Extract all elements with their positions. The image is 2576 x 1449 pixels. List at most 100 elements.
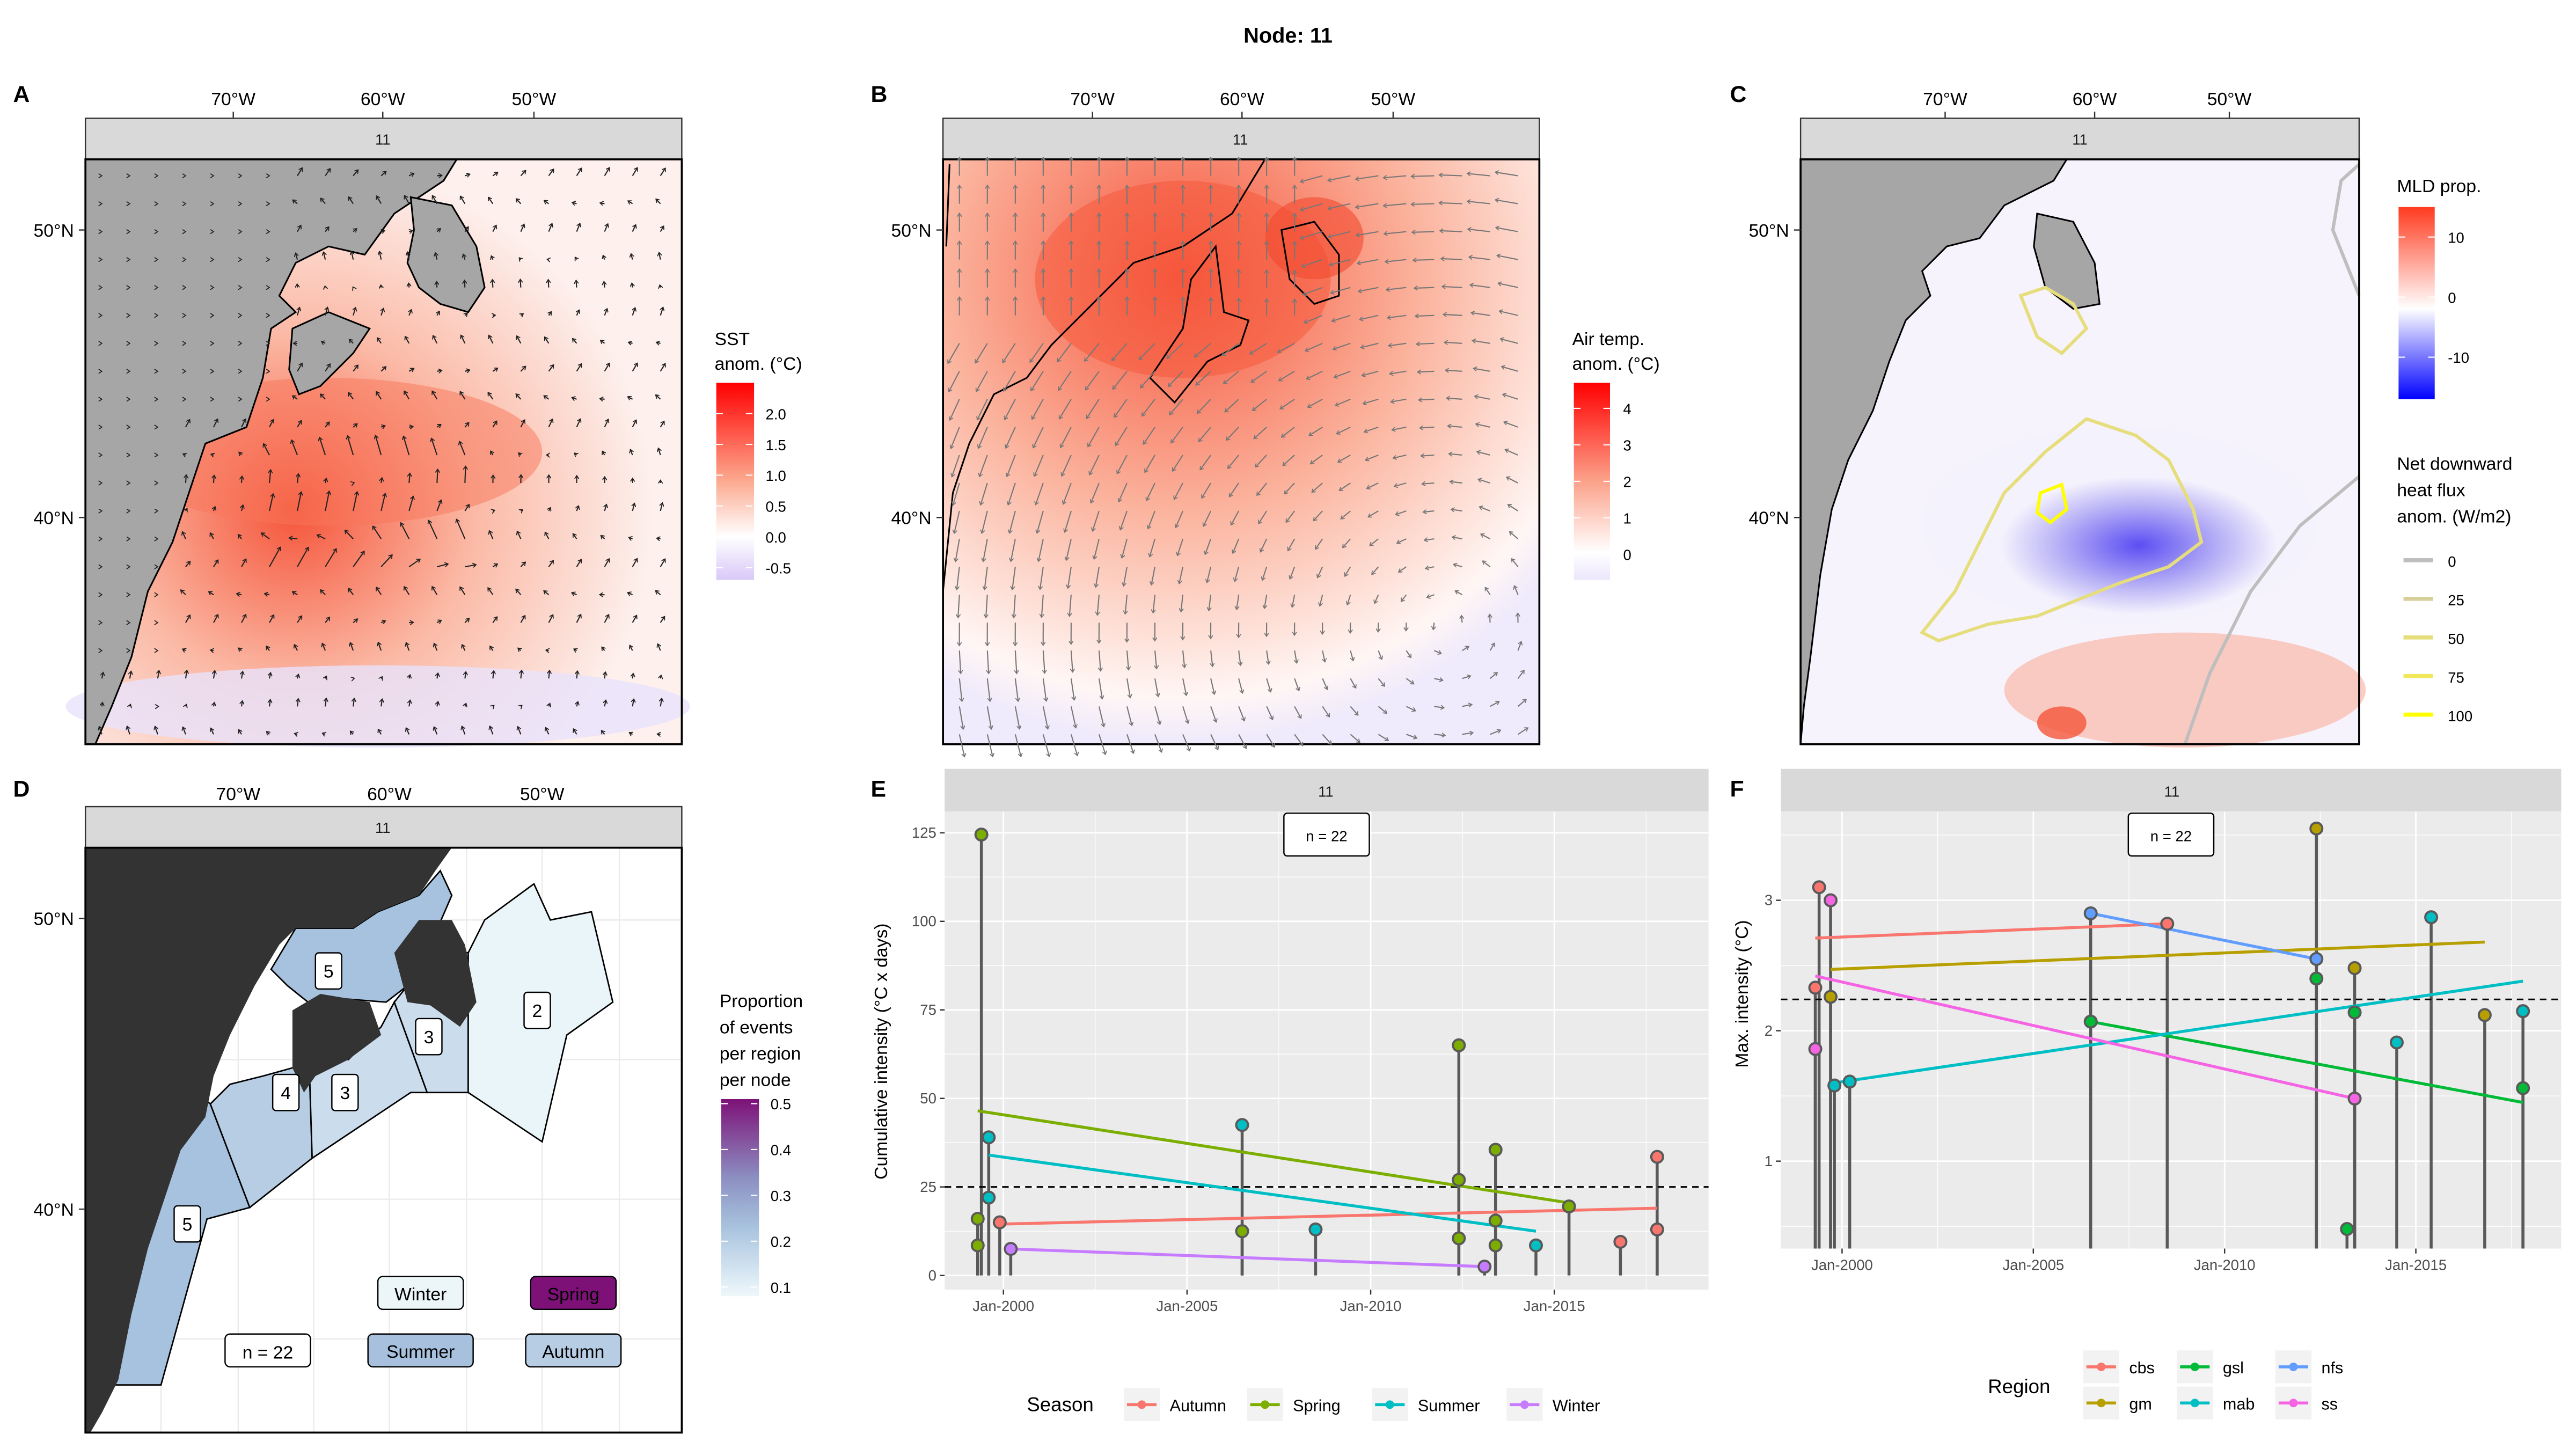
vector-arrow — [1292, 594, 1296, 607]
vector-arrow — [1418, 399, 1435, 400]
vector-arrow — [1171, 427, 1183, 443]
vector-arrow — [1210, 706, 1216, 722]
vector-arrow — [1098, 734, 1106, 755]
vector-arrow — [521, 705, 522, 706]
vector-arrow — [660, 168, 665, 177]
vector-arrow — [548, 224, 552, 232]
colorbar-d — [721, 1099, 759, 1297]
vector-arrow — [1448, 426, 1462, 427]
heat-flux-contour-75 — [2035, 482, 2069, 525]
vector-arrow — [953, 482, 960, 505]
vector-arrow — [376, 392, 382, 400]
vector-arrow — [1176, 510, 1184, 528]
y-tick-label: 75 — [920, 1001, 936, 1018]
vector-arrow — [1288, 538, 1296, 551]
vector-arrow — [1433, 623, 1435, 630]
vector-arrow — [378, 642, 382, 651]
legend-label-mab: mab — [2223, 1395, 2255, 1414]
vector-arrow — [291, 440, 298, 456]
vector-arrow — [353, 170, 358, 177]
vector-arrow — [661, 308, 663, 316]
vector-arrow — [1254, 427, 1267, 439]
vector-arrow — [1427, 595, 1435, 597]
vector-arrow — [1125, 595, 1127, 614]
x-tick-label: Jan-2010 — [1340, 1298, 1402, 1314]
vector-arrow — [1002, 343, 1016, 363]
vector-arrow — [435, 253, 437, 260]
vector-arrow — [465, 313, 467, 315]
vector-arrow — [1057, 343, 1072, 362]
panel-a: A 70°W 60°W 50°W 11 50°N 40°N SST anom. … — [13, 82, 802, 748]
y-tick-label: 50 — [920, 1090, 936, 1107]
vector-arrow — [1347, 594, 1351, 605]
y-tick-label: 0 — [928, 1267, 936, 1284]
vector-arrow — [185, 420, 190, 428]
panel-label-c: C — [1730, 82, 1746, 107]
vector-arrow — [1181, 595, 1183, 612]
colorbar-tick-label: 1.5 — [766, 437, 786, 453]
vector-arrow — [1210, 678, 1214, 694]
vector-arrow — [213, 560, 219, 567]
vector-arrow — [1481, 534, 1491, 540]
vector-arrow — [1040, 566, 1044, 589]
wind-vectors-b — [948, 157, 1528, 757]
vector-arrow — [437, 311, 439, 316]
vector-arrow — [1401, 594, 1407, 602]
vector-arrow — [661, 503, 663, 511]
n-label-box — [2127, 813, 2215, 857]
vector-arrow — [658, 644, 661, 651]
vector-arrow — [185, 561, 190, 567]
point-mab — [2516, 1004, 2530, 1019]
vector-arrow — [656, 591, 661, 595]
point-autumn — [1650, 1150, 1664, 1164]
vector-arrow — [181, 590, 186, 595]
legend-key-point — [2097, 1399, 2106, 1408]
vector-arrow — [1085, 343, 1100, 361]
vector-arrow — [1356, 203, 1379, 208]
point-spring — [1235, 1224, 1249, 1239]
panel-label-a: A — [13, 82, 30, 107]
vector-arrow — [1505, 450, 1518, 456]
n-label: n = 22 — [1306, 828, 1347, 844]
vector-arrow — [548, 365, 553, 372]
x-tick-label: Jan-2015 — [1524, 1298, 1585, 1314]
vector-arrow — [548, 419, 552, 428]
vector-arrow — [545, 337, 550, 344]
vector-arrow — [604, 363, 610, 372]
y-tick-label: 125 — [912, 824, 936, 841]
vector-arrow — [1309, 427, 1323, 436]
vector-arrow — [1328, 203, 1351, 209]
region-count-label: 2 — [532, 1001, 543, 1021]
legend-title: of events — [720, 1018, 793, 1038]
vector-arrow — [1370, 538, 1379, 546]
vector-arrow — [632, 420, 636, 428]
vector-arrow — [492, 280, 493, 288]
vector-arrow — [1322, 706, 1330, 716]
mld-positive-anomaly — [2004, 632, 2366, 748]
vector-arrow — [1350, 706, 1358, 715]
vector-arrow — [488, 588, 494, 595]
vector-arrow — [1203, 510, 1212, 526]
vector-arrow — [1439, 203, 1462, 204]
vector-arrow — [296, 253, 297, 260]
vector-arrow — [1472, 341, 1490, 344]
vector-arrow — [632, 363, 638, 372]
vector-arrow — [1209, 595, 1211, 611]
vector-arrow — [268, 494, 273, 511]
season-label-spring: Spring — [547, 1285, 599, 1305]
vector-arrow — [1283, 455, 1295, 465]
vector-arrow — [628, 397, 633, 399]
vector-arrow — [409, 675, 410, 678]
vector-arrow — [1425, 567, 1435, 568]
region-count-label: 5 — [182, 1215, 193, 1235]
vector-arrow — [1238, 734, 1246, 748]
vector-arrow — [269, 672, 270, 679]
vector-arrow — [1042, 706, 1048, 729]
vector-arrow — [378, 729, 381, 735]
vector-arrow — [1261, 538, 1268, 552]
vector-arrow — [951, 427, 960, 449]
vector-arrow — [1071, 650, 1073, 672]
y-tick-label: 40°N — [1748, 509, 1789, 529]
vector-arrow — [1015, 650, 1017, 674]
vector-arrow — [604, 167, 610, 177]
